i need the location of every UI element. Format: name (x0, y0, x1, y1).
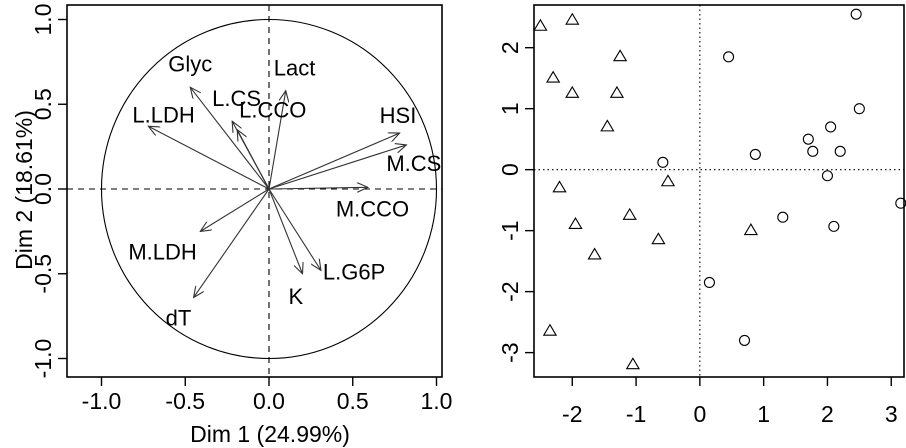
circle-point (802, 133, 814, 145)
triangle-point (542, 323, 558, 336)
circle-point (723, 51, 735, 63)
right-plot-frame (533, 4, 905, 378)
y-axis-title: Dim 2 (18.61%) (11, 110, 37, 270)
x-tick-label: 0.0 (253, 388, 285, 414)
y-tick-label: -0.5 (30, 254, 56, 294)
x-tick-label: -1.0 (82, 388, 122, 414)
circle-point (807, 145, 819, 157)
circle-point (657, 156, 669, 168)
x-tick-label: 0.5 (337, 388, 369, 414)
circle-point (738, 334, 751, 346)
triangle-point (651, 232, 666, 245)
triangle-point (568, 216, 583, 229)
variable-label: K (289, 284, 304, 309)
variable-arrow (268, 188, 303, 274)
variable-label: M.CS (386, 151, 441, 176)
x-tick-label: 1.0 (421, 388, 453, 414)
x-axis-title: Dim 1 (24.99%) (190, 421, 350, 447)
triangle-point (743, 223, 759, 236)
circle-point (825, 121, 837, 133)
triangle-point (600, 119, 615, 132)
y-tick-label: 1.0 (30, 4, 56, 36)
left-plot-frame (66, 4, 443, 378)
left-plot-content: -1.0 -0.5 0.0 0.5 1.0 -1.0 -0.5 0.0 0.5 1.0 Glyc La… (30, 4, 452, 414)
y-tick-label: 2 (497, 41, 523, 54)
circle-point (821, 170, 833, 182)
individuals-scatter-panel: -2 -1 0 1 2 3 -3 -2 -1 0 1 2 (497, 4, 906, 427)
triangle-point (625, 357, 641, 370)
variable-label: L.LDH (132, 102, 194, 127)
circle-point (777, 211, 789, 223)
variable-arrow (268, 145, 406, 190)
variable-arrow (268, 187, 368, 189)
x-tick-label: 2 (821, 401, 834, 427)
variable-label: L.CS (212, 86, 261, 111)
triangle-point (587, 247, 602, 260)
triangle-point (660, 174, 676, 187)
correlation-circle-panel: -1.0 -0.5 0.0 0.5 1.0 -1.0 -0.5 0.0 0.5 1.0 Glyc La… (11, 4, 452, 447)
triangle-point (565, 12, 580, 25)
variable-label: Glyc (168, 51, 212, 76)
triangle-point (552, 180, 567, 193)
y-tick-label: 0.0 (30, 173, 56, 205)
x-tick-label: 1 (757, 401, 770, 427)
circle-point (853, 103, 865, 115)
y-tick-label: 1 (497, 102, 523, 115)
variable-arrow (200, 188, 270, 231)
y-tick-label: -2 (497, 281, 523, 301)
y-tick-label: -1 (497, 220, 523, 240)
x-tick-label: 3 (885, 401, 898, 427)
variable-arrow (268, 91, 286, 190)
variable-arrow (148, 126, 270, 190)
variable-label: HSI (380, 103, 417, 128)
triangle-point (565, 85, 580, 98)
x-tick-label: -1 (626, 401, 646, 427)
circle-point (850, 8, 862, 20)
variable-label: Lact (274, 56, 316, 81)
variable-arrow (268, 188, 321, 270)
y-tick-label: -1.0 (30, 339, 56, 379)
circle-point (703, 276, 715, 289)
variable-label: L.CCO (239, 98, 306, 123)
variable-arrow (268, 133, 400, 190)
variable-label: M.LDH (128, 239, 196, 264)
right-plot-content: -2 -1 0 1 2 3 -3 -2 -1 0 1 2 (497, 5, 906, 427)
variable-arrow (194, 188, 270, 297)
variable-label: L.G6P (323, 259, 385, 284)
variable-arrow (190, 87, 270, 190)
variable-label: dT (166, 305, 192, 330)
y-tick-label: -3 (497, 342, 523, 362)
x-tick-label: 0 (693, 401, 706, 427)
triangle-point (622, 207, 637, 220)
triangle-point (612, 49, 628, 62)
circle-point (828, 220, 840, 232)
variable-arrow (237, 130, 270, 190)
x-tick-label: -2 (562, 401, 582, 427)
circle-point (834, 145, 846, 157)
triangle-point (545, 70, 561, 83)
x-tick-label: -0.5 (165, 388, 205, 414)
circle-point (749, 148, 761, 160)
triangle-point (609, 85, 625, 98)
variable-label: M.CCO (336, 196, 409, 221)
y-tick-label: 0.5 (30, 88, 56, 120)
y-tick-label: 0 (497, 163, 523, 176)
triangle-point (533, 18, 548, 31)
